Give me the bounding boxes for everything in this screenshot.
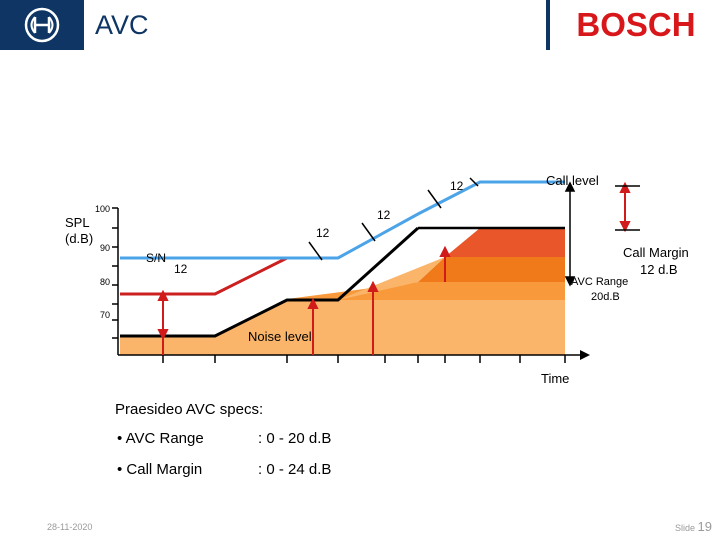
y-tick-label: 80	[100, 277, 110, 287]
step-noise-label: 12	[316, 226, 330, 240]
spec-name-avc-range: • AVC Range	[117, 430, 204, 447]
band-mid-orange	[287, 282, 565, 300]
sn-line	[120, 256, 288, 296]
sn-value-label: 12	[174, 262, 188, 276]
noise-level-line	[120, 226, 420, 338]
step-mid-label: 12	[377, 208, 391, 222]
y-axis-label-line1: SPL	[65, 215, 90, 230]
band-top-light	[338, 257, 445, 300]
call-level-line	[120, 180, 565, 260]
band-dark-orange	[418, 257, 565, 282]
footer-date: 28-11-2020	[47, 522, 93, 532]
x-axis-arrowhead	[580, 350, 590, 360]
range-arrows	[564, 181, 640, 287]
title-strip	[86, 0, 546, 50]
avc-range-value: 20d.B	[591, 291, 620, 303]
arrows	[157, 181, 631, 355]
band-light-orange	[120, 300, 565, 355]
step-upper-label: 12	[450, 179, 464, 193]
slide-number: 19	[697, 519, 712, 534]
call-margin-label: Call Margin	[623, 245, 689, 260]
y-axis-label: SPL (d.B)	[65, 215, 93, 246]
x-axis-label: Time	[541, 371, 569, 386]
page-title: AVC	[95, 10, 149, 40]
avc-range-label: AVC Range	[571, 276, 628, 288]
sn-label: S/N	[146, 251, 166, 265]
footer-slide: Slide 19	[640, 519, 712, 534]
brand-box: BOSCH	[548, 0, 720, 50]
logo-box	[0, 0, 86, 50]
bosch-armature-icon	[24, 7, 60, 43]
y-tick-label: 90	[100, 243, 110, 253]
call-level-label: Call level	[546, 173, 599, 188]
specs-title: Praesideo AVC specs:	[115, 401, 264, 418]
y-tick-label: 70	[100, 310, 110, 320]
brand-logo-text: BOSCH	[576, 6, 696, 43]
slide-label: Slide	[675, 523, 696, 533]
slope-markers	[308, 177, 479, 261]
y-tick-label: 100	[95, 204, 110, 214]
spec-value-avc-range: : 0 - 20 d.B	[258, 430, 332, 447]
y-axis-label-line2: (d.B)	[65, 231, 93, 246]
spec-value-call-margin: : 0 - 24 d.B	[258, 461, 332, 478]
x-ticks	[162, 355, 566, 363]
call-margin-value: 12 d.B	[640, 262, 678, 277]
y-ticks	[112, 207, 118, 339]
spec-name-call-margin: • Call Margin	[117, 461, 203, 478]
band-dark-red	[445, 228, 565, 257]
noise-level-label: Noise level	[248, 329, 312, 344]
